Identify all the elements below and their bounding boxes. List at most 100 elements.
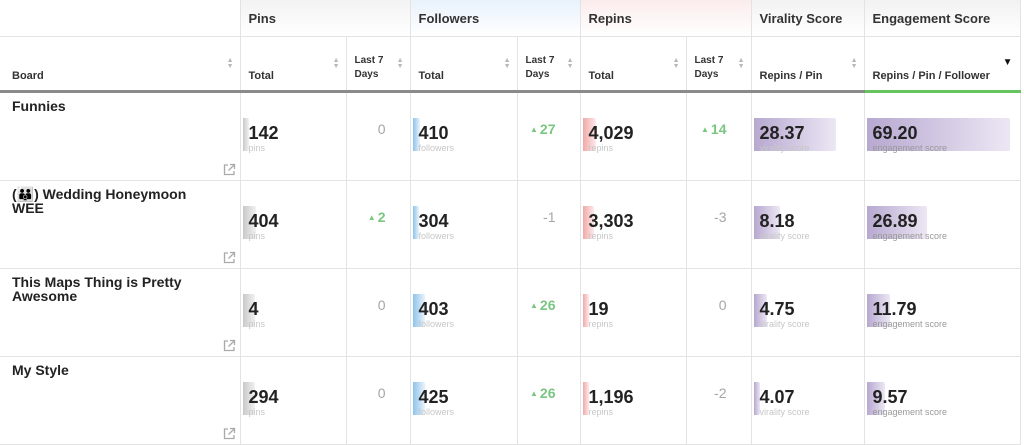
followers-bar xyxy=(412,294,425,327)
board-name[interactable]: My Style xyxy=(12,363,218,377)
cell-repins-total: 3,303 repins xyxy=(580,180,687,269)
group-header-followers: Followers xyxy=(410,0,581,37)
column-header-followers-total[interactable]: Total ▲ ▼ xyxy=(410,36,518,93)
pins-last7-delta: 0 xyxy=(378,297,386,313)
header-group-row: Pins Followers Repins Virality Score Eng… xyxy=(0,0,1021,37)
engagement-value: 69.20 xyxy=(872,123,918,143)
board-name-label: Funnies xyxy=(12,98,66,114)
cell-pins-last7: 0 xyxy=(346,91,411,181)
column-header-board[interactable]: Board ▲ ▼ xyxy=(0,36,241,93)
repins-value: 1,196 xyxy=(588,387,634,407)
column-header-label: Last 7 Days xyxy=(354,55,384,80)
repins-last7-value: -2 xyxy=(714,385,727,401)
cell-engagement-total: 11.79 engagement score xyxy=(864,268,1021,357)
engagement-value: 9.57 xyxy=(872,387,908,407)
cell-repins-total: 19 repins xyxy=(580,268,687,357)
cell-board: (👪) Wedding Honeymoon WEE xyxy=(0,180,241,269)
pins-value: 142 xyxy=(248,123,279,143)
repins-bar xyxy=(582,118,596,151)
column-header-repins-total[interactable]: Total ▲ ▼ xyxy=(580,36,687,93)
repins-bar xyxy=(582,294,589,327)
virality-value: 4.75 xyxy=(759,299,795,319)
followers-bar xyxy=(412,206,419,239)
followers-caption: followers xyxy=(418,319,455,329)
followers-last7-delta: ▲ 27 xyxy=(530,121,556,137)
cell-virality-total: 28.37 virality score xyxy=(751,91,865,181)
external-link-icon[interactable] xyxy=(223,339,236,352)
external-link-icon[interactable] xyxy=(223,427,236,440)
repins-value: 19 xyxy=(588,299,609,319)
sort-desc-icon: ▼ xyxy=(1002,57,1013,68)
followers-value: 304 xyxy=(418,211,449,231)
followers-value: 410 xyxy=(418,123,449,143)
repins-last7-value: -3 xyxy=(714,209,727,225)
followers-last7-value: 26 xyxy=(539,297,556,313)
followers-caption: followers xyxy=(418,407,455,417)
followers-value: 425 xyxy=(418,387,449,407)
cell-engagement-total: 69.20 engagement score xyxy=(864,91,1021,181)
pins-bar xyxy=(242,382,255,415)
board-name[interactable]: (👪) Wedding Honeymoon WEE xyxy=(12,187,218,215)
column-header-pins-total[interactable]: Total ▲ ▼ xyxy=(240,36,347,93)
cell-repins-last7: -2 xyxy=(686,356,752,445)
external-link-icon[interactable] xyxy=(223,251,236,264)
pins-value: 294 xyxy=(248,387,279,407)
repins-last7-delta: -3 xyxy=(714,209,726,225)
trend-up-icon: ▲ xyxy=(530,301,538,310)
pins-caption: pins xyxy=(248,231,266,241)
trend-up-icon: ▲ xyxy=(530,389,538,398)
followers-caption: followers xyxy=(418,231,455,241)
table-row[interactable]: (👪) Wedding Honeymoon WEE 404 pins ▲ 2 304 fol… xyxy=(0,180,1021,269)
engagement-bar xyxy=(866,206,927,239)
column-header-pins-last7[interactable]: Last 7 Days ▲ ▼ xyxy=(346,36,411,93)
board-name[interactable]: Funnies xyxy=(12,99,218,113)
sort-arrows-icon: ▲ ▼ xyxy=(396,57,404,70)
cell-board: This Maps Thing is Pretty Awesome xyxy=(0,268,241,357)
followers-last7-value: 26 xyxy=(539,385,556,401)
virality-value: 8.18 xyxy=(759,211,795,231)
pins-last7-value: 0 xyxy=(377,121,386,137)
column-header-label: Total xyxy=(248,70,274,82)
group-header-repins: Repins xyxy=(580,0,752,37)
pins-last7-value: 2 xyxy=(377,209,386,225)
virality-value: 28.37 xyxy=(759,123,805,143)
repins-last7-value: 0 xyxy=(718,297,727,313)
followers-last7-value: -1 xyxy=(543,209,556,225)
trend-up-icon: ▲ xyxy=(530,125,538,134)
external-link-icon[interactable] xyxy=(223,163,236,176)
engagement-bar xyxy=(866,382,885,415)
engagement-caption: engagement score xyxy=(872,231,948,241)
virality-bar xyxy=(753,382,760,415)
column-header-repins-last7[interactable]: Last 7 Days ▲ ▼ xyxy=(686,36,752,93)
pins-caption: pins xyxy=(248,319,266,329)
pins-caption: pins xyxy=(248,143,266,153)
cell-repins-total: 1,196 repins xyxy=(580,356,687,445)
pins-last7-value: 0 xyxy=(377,385,386,401)
cell-pins-total: 142 pins xyxy=(240,91,347,181)
table-row[interactable]: This Maps Thing is Pretty Awesome 4 pins 0 4… xyxy=(0,268,1021,357)
engagement-bar xyxy=(866,294,890,327)
column-header-label: Total xyxy=(588,70,614,82)
engagement-caption: engagement score xyxy=(872,143,948,153)
table-row[interactable]: Funnies 142 pins 0 410 followers ▲ 27 4,029 repin… xyxy=(0,91,1021,181)
board-name-label: This Maps Thing is Pretty Awesome xyxy=(12,274,182,304)
repins-last7-value: 14 xyxy=(710,121,727,137)
column-header-virality[interactable]: Repins / Pin ▲ ▼ xyxy=(751,36,865,93)
sort-arrows-icon: ▲ ▼ xyxy=(332,57,340,70)
cell-virality-total: 8.18 virality score xyxy=(751,180,865,269)
virality-bar xyxy=(753,118,836,151)
table-row[interactable]: My Style 294 pins 0 425 followers ▲ 26 1,196 repi… xyxy=(0,356,1021,445)
column-header-followers-last7[interactable]: Last 7 Days ▲ ▼ xyxy=(517,36,581,93)
repins-caption: repins xyxy=(588,319,614,329)
followers-bar xyxy=(412,118,420,151)
group-header-virality: Virality Score xyxy=(751,0,865,37)
engagement-value: 26.89 xyxy=(872,211,918,231)
cell-engagement-total: 9.57 engagement score xyxy=(864,356,1021,445)
followers-last7-delta: ▲ 26 xyxy=(530,297,556,313)
followers-value: 403 xyxy=(418,299,449,319)
column-header-engagement[interactable]: Repins / Pin / Follower ▼ xyxy=(864,36,1021,93)
cell-pins-last7: ▲ 2 xyxy=(346,180,411,269)
cell-followers-total: 410 followers xyxy=(410,91,518,181)
board-name[interactable]: This Maps Thing is Pretty Awesome xyxy=(12,275,218,303)
cell-followers-total: 403 followers xyxy=(410,268,518,357)
